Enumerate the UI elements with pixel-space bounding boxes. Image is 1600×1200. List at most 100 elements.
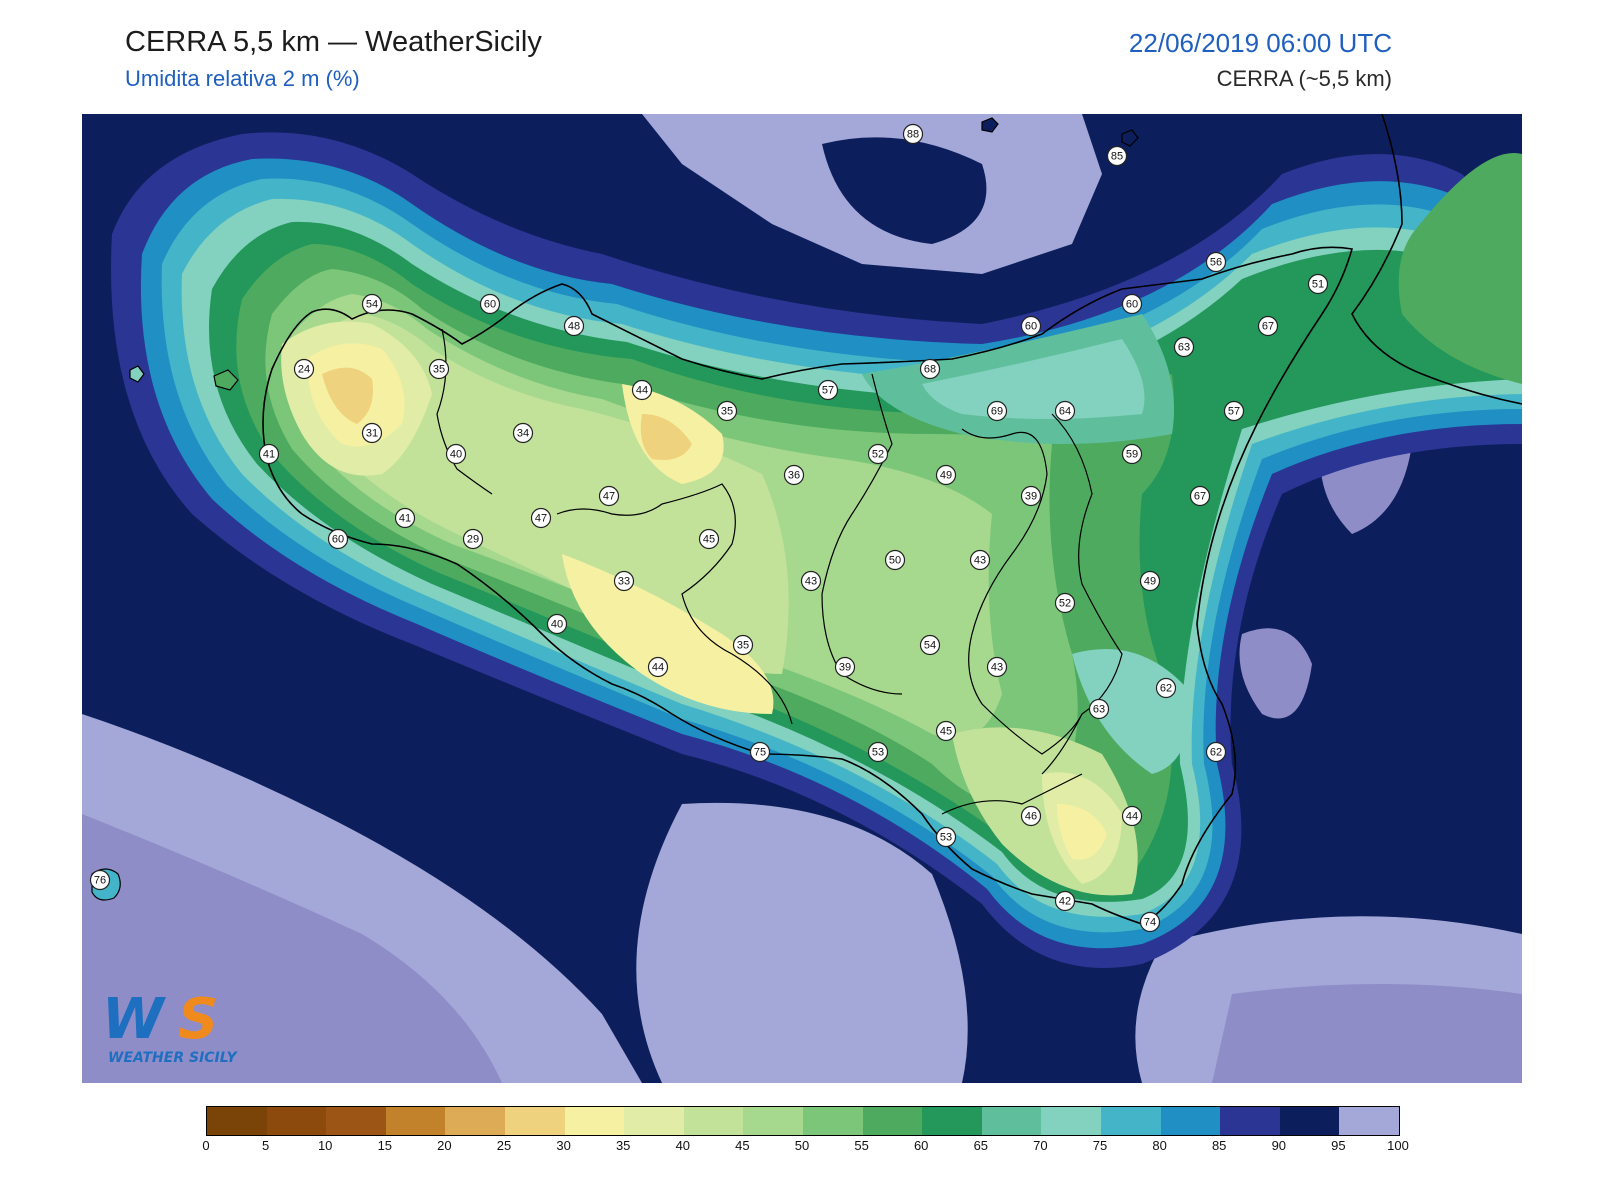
colorbar-tick-label: 80 <box>1152 1138 1167 1153</box>
station-marker: 60 <box>1020 315 1042 337</box>
station-marker: 75 <box>749 741 771 763</box>
station-value: 52 <box>1059 598 1071 610</box>
station-marker: 60 <box>327 528 349 550</box>
colorbar-segment <box>981 1107 1042 1135</box>
station-value: 49 <box>940 470 952 482</box>
station-value: 53 <box>940 832 952 844</box>
colorbar-tick-label: 85 <box>1211 1138 1227 1153</box>
station-value: 56 <box>1210 257 1222 269</box>
humidity-land-35-south <box>562 554 774 714</box>
station-value: 36 <box>788 470 800 482</box>
station-value: 49 <box>1144 576 1156 588</box>
forecast-datetime: 22/06/2019 06:00 UTC <box>1128 28 1392 58</box>
colorbar-tick-label: 40 <box>675 1138 691 1153</box>
colorbar-segment <box>207 1107 267 1135</box>
station-value: 34 <box>517 428 529 440</box>
station-value: 52 <box>872 449 884 461</box>
station-marker: 52 <box>867 443 889 465</box>
colorbar-segment <box>802 1107 863 1135</box>
station-markers: 88 85 56 51 54 60 48 60 60 67 63 24 35 68 44 57 35 69 64 57… <box>89 123 1329 933</box>
station-value: 35 <box>737 640 749 652</box>
humidity-land-ne-70 <box>922 339 1145 419</box>
station-marker: 48 <box>563 315 585 337</box>
colorbar-segment <box>1041 1107 1101 1135</box>
station-marker: 53 <box>867 741 889 763</box>
station-marker: 64 <box>1054 400 1076 422</box>
station-value: 63 <box>1178 342 1190 354</box>
station-marker: 44 <box>647 656 669 678</box>
colorbar-segment <box>564 1107 625 1135</box>
station-marker: 35 <box>732 634 754 656</box>
colorbar-tick-label: 20 <box>437 1138 452 1153</box>
colorbar-tick-label: 100 <box>1387 1138 1409 1153</box>
station-marker: 41 <box>258 443 280 465</box>
station-value: 41 <box>263 449 275 461</box>
station-marker: 76 <box>89 869 111 891</box>
svg-text:S: S <box>178 987 218 1052</box>
colorbar-segment <box>683 1107 744 1135</box>
station-marker: 29 <box>462 528 484 550</box>
station-marker: 49 <box>935 464 957 486</box>
station-value: 51 <box>1312 279 1324 291</box>
colorbar-tick-label: 60 <box>913 1138 929 1153</box>
station-value: 48 <box>568 321 580 333</box>
station-marker: 43 <box>986 656 1008 678</box>
station-value: 64 <box>1059 406 1071 418</box>
station-marker: 69 <box>986 400 1008 422</box>
province-boundary-5 <box>1041 413 1123 775</box>
station-marker: 62 <box>1155 677 1177 699</box>
colorbar-tick-label: 95 <box>1331 1138 1346 1153</box>
island-egadi <box>213 369 239 391</box>
station-value: 43 <box>974 555 986 567</box>
station-value: 62 <box>1210 747 1222 759</box>
colorbar-segment <box>1279 1107 1340 1135</box>
station-marker: 85 <box>1106 145 1128 167</box>
station-marker: 47 <box>530 507 552 529</box>
station-value: 59 <box>1126 449 1138 461</box>
weathersicily-logo: W S WEATHER SICILY <box>94 980 254 1070</box>
colorbar-segment <box>266 1107 327 1135</box>
station-marker: 45 <box>698 528 720 550</box>
colorbar-segment <box>922 1107 982 1135</box>
colorbar-tick-label: 15 <box>377 1138 393 1153</box>
island-marettimo <box>129 365 145 383</box>
map-subtitle: Umidita relativa 2 m (%) <box>125 66 360 91</box>
map-title: CERRA 5,5 km — WeatherSicily <box>125 26 542 58</box>
svg-text:W: W <box>102 987 167 1052</box>
station-value: 45 <box>940 726 952 738</box>
colorbar-tick-label: 70 <box>1033 1138 1048 1153</box>
station-marker: 39 <box>1020 485 1042 507</box>
station-value: 47 <box>603 491 615 503</box>
humidity-zone-north-mid <box>822 137 987 244</box>
colorbar-tick-label: 65 <box>973 1138 989 1153</box>
model-label: CERRA (~5,5 km) <box>1216 66 1392 91</box>
colorbar-tick-label: 5 <box>261 1138 270 1153</box>
station-value: 69 <box>991 406 1003 418</box>
station-marker: 46 <box>1020 805 1042 827</box>
colorbar-segment <box>862 1107 923 1135</box>
station-value: 46 <box>1025 811 1037 823</box>
colorbar <box>206 1106 1400 1136</box>
station-value: 88 <box>907 129 919 141</box>
colorbar-segment <box>326 1107 386 1135</box>
island-salina <box>981 117 999 133</box>
station-marker: 44 <box>631 379 653 401</box>
station-marker: 35 <box>716 400 738 422</box>
station-marker: 43 <box>969 549 991 571</box>
colorbar-tick-label: 55 <box>854 1138 869 1153</box>
station-value: 35 <box>433 364 445 376</box>
station-marker: 68 <box>919 358 941 380</box>
station-marker: 63 <box>1088 698 1110 720</box>
station-value: 39 <box>839 662 851 674</box>
station-value: 29 <box>467 534 479 546</box>
station-marker: 31 <box>361 422 383 444</box>
station-marker: 45 <box>935 720 957 742</box>
station-value: 68 <box>924 364 936 376</box>
station-value: 76 <box>94 875 106 887</box>
colorbar-segment <box>624 1107 684 1135</box>
station-marker: 57 <box>1223 400 1245 422</box>
station-value: 60 <box>484 299 496 311</box>
calabria-coastline <box>1351 114 1522 405</box>
station-marker: 24 <box>293 358 315 380</box>
station-value: 60 <box>332 534 344 546</box>
